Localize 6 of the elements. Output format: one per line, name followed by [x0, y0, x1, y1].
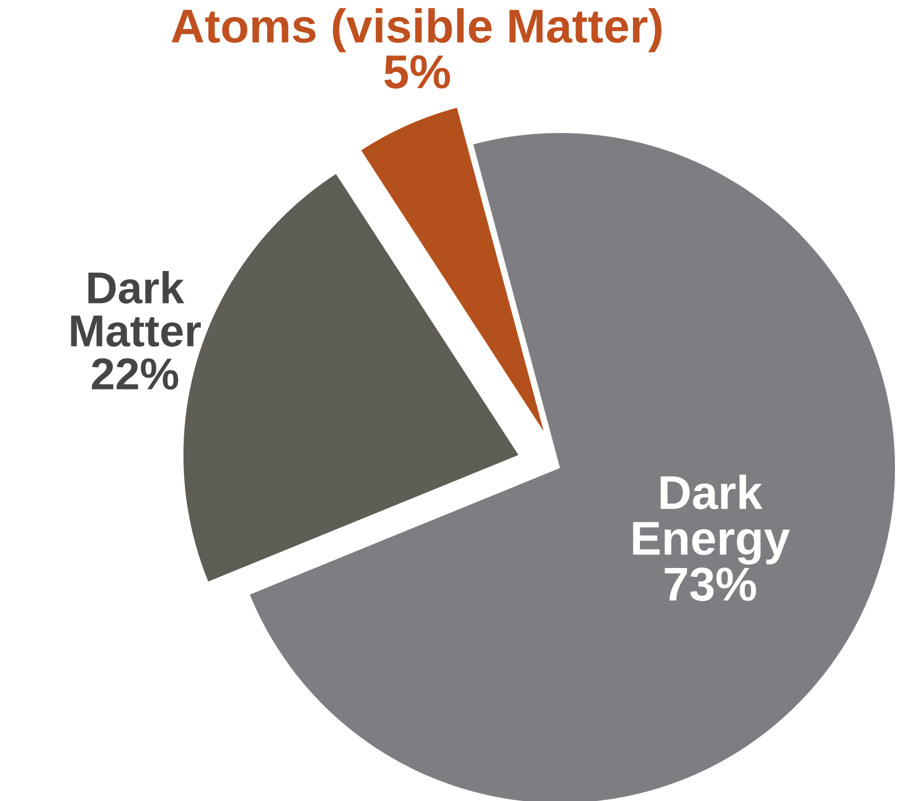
slice-label: Atoms (visible Matter)	[172, 8, 662, 52]
data-label: 73%	[664, 568, 756, 602]
slice-label: Dark Matter	[71, 271, 201, 347]
data-label: 5%	[384, 55, 450, 89]
data-label: 22%	[92, 358, 178, 390]
slice-label: Dark Energy	[633, 474, 790, 565]
